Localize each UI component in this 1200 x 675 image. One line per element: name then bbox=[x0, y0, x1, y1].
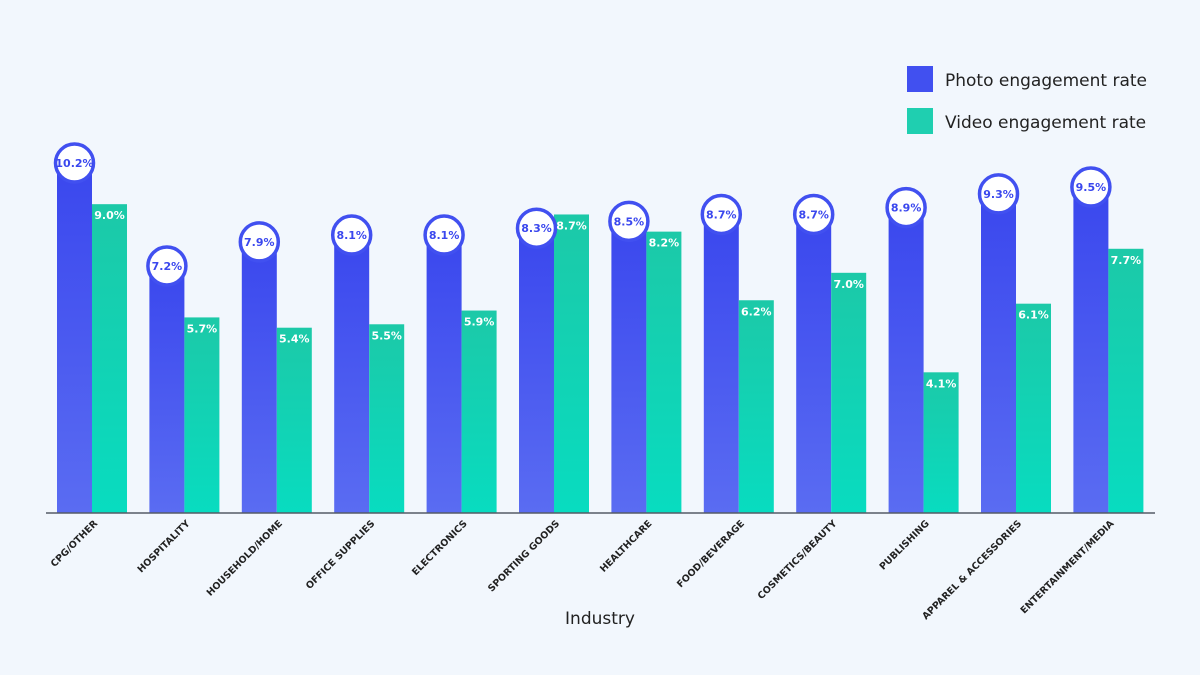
legend-label-photo: Photo engagement rate bbox=[945, 71, 1147, 91]
bubble-photo-10 bbox=[977, 173, 1020, 215]
bubble-photo-4 bbox=[423, 214, 465, 256]
bar-photo-2 bbox=[241, 241, 277, 513]
bar-video-3 bbox=[369, 324, 405, 513]
bar-photo-7 bbox=[703, 214, 739, 513]
x-tick-label-0: CPG/OTHER bbox=[49, 518, 101, 570]
legend: Photo engagement rate Video engagement r… bbox=[907, 66, 1147, 134]
x-tick-label-9: PUBLISHING bbox=[878, 518, 932, 572]
x-tick-label-6: HEALTHCARE bbox=[598, 518, 654, 574]
bar-video-1 bbox=[184, 317, 220, 513]
data-label-video-0: 9.0% bbox=[94, 209, 125, 222]
bar-video-2 bbox=[276, 327, 312, 513]
data-label-video-11: 7.7% bbox=[1111, 254, 1142, 267]
x-tick-label-8: COSMETICS/BEAUTY bbox=[756, 518, 840, 602]
x-tick-label-2: HOUSEHOLD/HOME bbox=[205, 518, 285, 598]
legend-swatch-photo bbox=[907, 66, 933, 92]
bubble-photo-2 bbox=[238, 221, 281, 263]
data-label-video-5: 8.7% bbox=[556, 219, 587, 232]
data-label-photo-11: 9.5% bbox=[1076, 181, 1107, 194]
labels-layer: 10.2% 9.0% 7.2% 5.7% 7.9% 5.4% 8.1% 5.5% 8.1% 5.9… bbox=[53, 142, 1142, 390]
data-label-photo-7: 8.7% bbox=[706, 208, 737, 221]
bar-video-11 bbox=[1108, 248, 1144, 514]
x-tick-label-10: APPAREL & ACCESSORIES bbox=[920, 518, 1024, 622]
x-tick-label-1: HOSPITALITY bbox=[136, 518, 193, 575]
x-tick-labels: CPG/OTHER HOSPITALITY HOUSEHOLD/HOME OFFICE… bbox=[49, 518, 1117, 622]
bubble-photo-1 bbox=[146, 245, 188, 287]
data-label-photo-4: 8.1% bbox=[429, 229, 460, 242]
bar-photo-10 bbox=[981, 193, 1016, 513]
data-label-photo-5: 8.3% bbox=[521, 222, 552, 235]
legend-swatch-video bbox=[907, 108, 933, 134]
x-tick-label-4: ELECTRONICS bbox=[410, 518, 470, 578]
data-label-video-1: 5.7% bbox=[187, 322, 218, 335]
bubble-photo-9 bbox=[885, 186, 927, 229]
x-tick-label-11: ENTERTAINMENT/MEDIA bbox=[1019, 518, 1117, 616]
data-label-photo-8: 8.7% bbox=[798, 208, 829, 221]
bar-photo-5 bbox=[519, 228, 554, 513]
bubble-photo-11 bbox=[1070, 166, 1112, 208]
bar-photo-3 bbox=[334, 235, 370, 513]
data-label-video-10: 6.1% bbox=[1018, 309, 1049, 322]
data-label-photo-6: 8.5% bbox=[614, 215, 645, 228]
bubble-photo-3 bbox=[330, 214, 373, 256]
data-label-video-2: 5.4% bbox=[279, 333, 310, 346]
x-tick-label-3: OFFICE SUPPLIES bbox=[304, 518, 377, 591]
data-label-video-7: 6.2% bbox=[741, 305, 772, 318]
bar-photo-8 bbox=[796, 214, 832, 513]
data-label-photo-1: 7.2% bbox=[152, 260, 183, 273]
bar-video-8 bbox=[831, 272, 867, 513]
bubble-photo-0 bbox=[53, 142, 96, 184]
bar-photo-6 bbox=[611, 221, 647, 514]
bar-photo-9 bbox=[888, 207, 924, 513]
bar-photo-0 bbox=[57, 163, 92, 513]
data-label-video-4: 5.9% bbox=[464, 316, 495, 329]
x-tick-label-5: SPORTING GOODS bbox=[486, 518, 562, 594]
data-label-photo-9: 8.9% bbox=[891, 202, 922, 215]
bar-video-6 bbox=[646, 231, 682, 514]
data-label-video-3: 5.5% bbox=[371, 329, 402, 342]
bar-video-4 bbox=[461, 310, 497, 513]
data-label-video-6: 8.2% bbox=[649, 237, 680, 250]
bar-photo-1 bbox=[149, 265, 185, 513]
bubble-photo-6 bbox=[608, 200, 650, 243]
bar-video-9 bbox=[923, 372, 959, 513]
legend-label-video: Video engagement rate bbox=[945, 113, 1146, 133]
bubble-photo-7 bbox=[700, 193, 743, 236]
data-label-video-8: 7.0% bbox=[833, 278, 864, 291]
bar-video-10 bbox=[1016, 303, 1051, 513]
bar-video-0 bbox=[92, 204, 127, 514]
bubble-photo-8 bbox=[792, 193, 835, 236]
data-label-photo-3: 8.1% bbox=[336, 229, 367, 242]
bar-video-5 bbox=[554, 214, 589, 513]
bars-layer bbox=[57, 163, 1144, 514]
bubble-photo-5 bbox=[515, 207, 558, 249]
x-tick-label-7: FOOD/BEVERAGE bbox=[675, 518, 747, 590]
data-label-photo-10: 9.3% bbox=[983, 188, 1014, 201]
bar-photo-4 bbox=[426, 235, 462, 513]
bar-photo-11 bbox=[1073, 187, 1109, 514]
bar-video-7 bbox=[738, 300, 774, 513]
data-label-video-9: 4.1% bbox=[926, 377, 957, 390]
data-label-photo-0: 10.2% bbox=[55, 157, 93, 170]
data-label-photo-2: 7.9% bbox=[244, 236, 275, 249]
x-axis-title: Industry bbox=[565, 609, 635, 629]
